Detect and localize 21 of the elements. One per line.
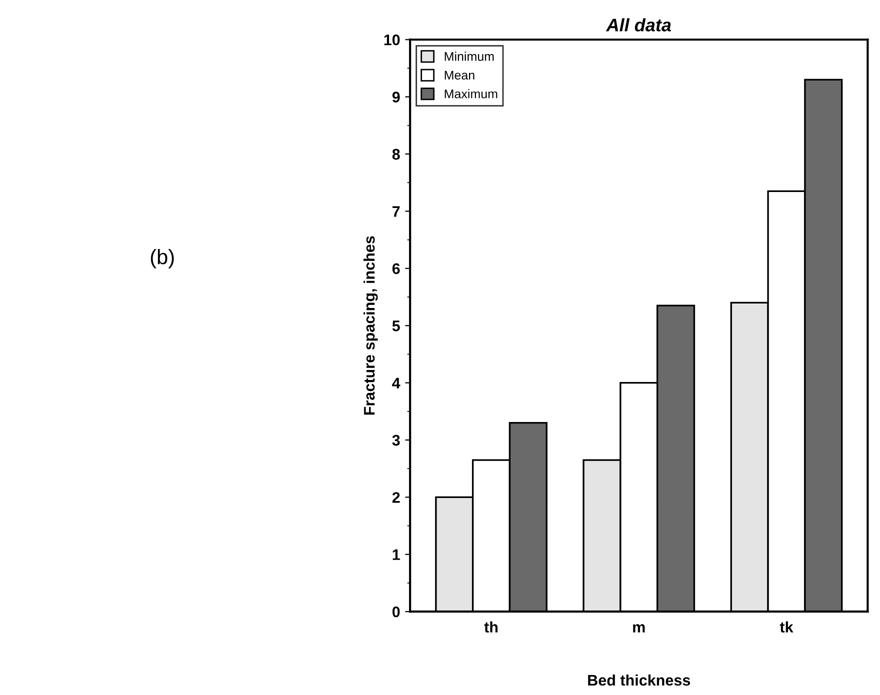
y-tick-label: 2 bbox=[392, 492, 400, 503]
legend-label: Mean bbox=[444, 70, 474, 80]
y-tick-label: 9 bbox=[392, 92, 400, 102]
y-tick-label: 4 bbox=[392, 378, 400, 388]
y-tick-label: 5 bbox=[392, 320, 400, 332]
y-tick-label: 3 bbox=[392, 434, 400, 446]
text: (b) bbox=[150, 249, 174, 268]
legend-label: Minimum bbox=[444, 52, 494, 61]
x-tick-label: th bbox=[484, 621, 498, 633]
y-tick-label: 10 bbox=[384, 34, 400, 46]
legend-label: Maximum bbox=[444, 89, 498, 98]
chart-title: All data bbox=[606, 18, 671, 32]
x-axis-title: Bed thickness bbox=[588, 674, 690, 686]
y-tick-label: 0 bbox=[392, 606, 400, 618]
y-tick-label: 6 bbox=[392, 263, 400, 274]
y-tick-label: 7 bbox=[392, 206, 400, 217]
y-tick-label: 1 bbox=[392, 549, 400, 560]
y-axis-title: Fracture spacing, inches bbox=[364, 236, 378, 415]
x-tick-label: m bbox=[633, 624, 645, 632]
x-tick-label: tk bbox=[780, 621, 794, 633]
y-tick-label: 8 bbox=[392, 148, 400, 160]
